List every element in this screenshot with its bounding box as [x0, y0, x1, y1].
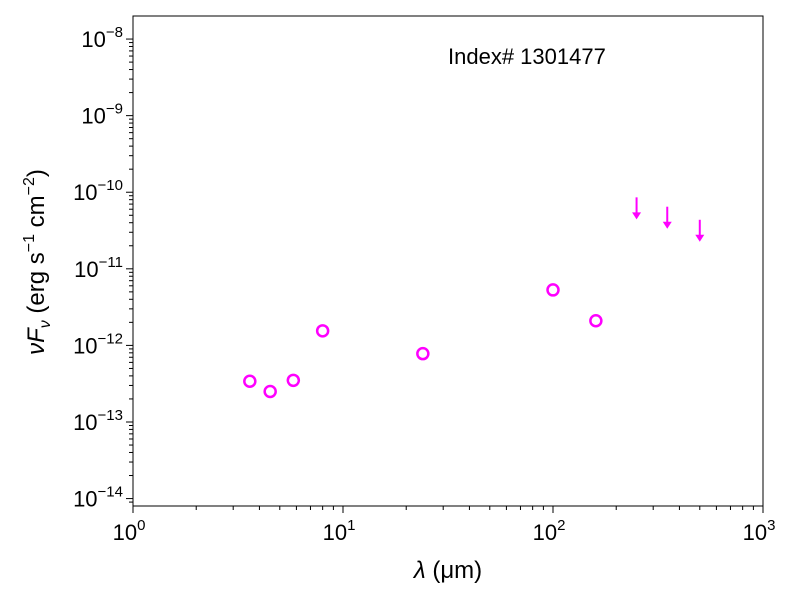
annotation-label: Index# 1301477	[448, 44, 606, 69]
x-tick-label: 101	[323, 517, 356, 545]
data-points	[243, 197, 705, 399]
x-axis-ticks: 100 101 102 103	[113, 506, 776, 545]
y-tick-label: 10−8	[81, 24, 123, 52]
y-tick-label: 10−14	[73, 484, 123, 512]
y-tick-label: 10−13	[73, 407, 123, 435]
data-point	[416, 346, 430, 361]
y-tick-label: 10−12	[73, 330, 123, 358]
data-point	[263, 384, 277, 399]
upper-limit-marker	[662, 206, 672, 229]
upper-limit-marker	[632, 197, 642, 220]
data-point	[243, 374, 257, 389]
x-tick-label: 102	[533, 517, 566, 545]
y-tick-label: 10−9	[81, 101, 123, 129]
y-axis-label: νFν (erg s−1 cm−2)	[21, 169, 54, 355]
data-point	[546, 283, 560, 297]
x-tick-label: 103	[743, 517, 776, 545]
plot-frame	[132, 15, 764, 507]
data-point	[589, 313, 603, 328]
y-tick-label: 10−11	[74, 254, 123, 282]
data-point	[286, 373, 301, 388]
x-axis-label: λ (μm)	[412, 557, 482, 584]
y-axis-ticks: 10−14 10−13 10−12 10−11 10−10 10−9 10−8	[73, 24, 133, 512]
x-tick-label: 100	[113, 517, 146, 545]
upper-limit-marker	[695, 219, 705, 242]
data-point	[315, 324, 330, 338]
y-tick-label: 10−10	[73, 177, 123, 205]
